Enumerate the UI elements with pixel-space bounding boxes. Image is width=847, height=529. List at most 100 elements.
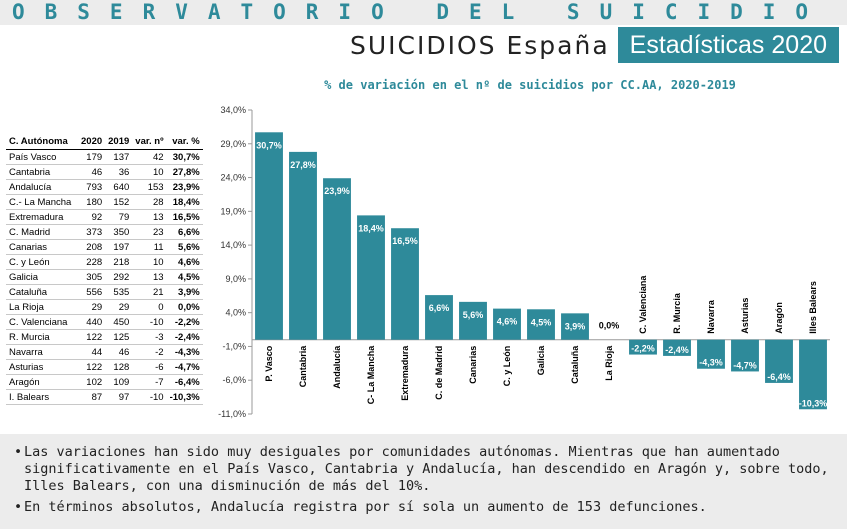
table-cell: -6 bbox=[132, 359, 167, 375]
table-cell: 0 bbox=[132, 299, 167, 315]
subtitle: SUICIDIOS España Estadísticas 2020 bbox=[350, 27, 839, 63]
table-row: Galicia 305 292 13 4,5% bbox=[6, 269, 203, 285]
table-cell: Canarias bbox=[6, 239, 78, 255]
table-cell: 21 bbox=[132, 284, 167, 300]
table-cell: 10 bbox=[132, 254, 167, 270]
table-cell: 122 bbox=[78, 329, 106, 345]
y-tick-label: 19,0% bbox=[220, 206, 246, 216]
table-cell: 46 bbox=[105, 344, 133, 360]
table-cell: 16,5% bbox=[166, 209, 203, 225]
x-tick-label: Andalucía bbox=[332, 345, 342, 389]
table-cell: Galicia bbox=[6, 269, 78, 285]
table-cell: 4,6% bbox=[166, 254, 203, 270]
table-header-cell: var. % bbox=[166, 134, 203, 150]
x-tick-label: Cantabria bbox=[298, 345, 308, 388]
table-cell: 92 bbox=[78, 209, 106, 225]
note-text: Las variaciones han sido muy desiguales … bbox=[24, 444, 829, 494]
table-row: Canarias 208 197 11 5,6% bbox=[6, 239, 203, 255]
table-cell: 23 bbox=[132, 224, 167, 240]
y-tick-label: 4,0% bbox=[225, 308, 246, 318]
table-cell: 5,6% bbox=[166, 239, 203, 255]
x-tick-label: Navarra bbox=[706, 299, 716, 334]
table-cell: 556 bbox=[78, 284, 106, 300]
bar bbox=[799, 339, 827, 410]
table-cell: Andalucía bbox=[6, 179, 78, 195]
subtitle-right-badge: Estadísticas 2020 bbox=[617, 27, 839, 63]
table-cell: -10,3% bbox=[166, 389, 203, 405]
bar bbox=[493, 308, 521, 340]
table-cell: 11 bbox=[132, 239, 167, 255]
table-header-cell: 2020 bbox=[78, 134, 106, 150]
note-item: • Las variaciones han sido muy desiguale… bbox=[14, 444, 837, 495]
bar bbox=[425, 295, 453, 340]
table-cell: 373 bbox=[78, 224, 106, 240]
table-cell: 208 bbox=[78, 239, 106, 255]
x-tick-label: Cataluña bbox=[570, 345, 580, 384]
y-tick-label: 14,0% bbox=[220, 240, 246, 250]
table-cell: 153 bbox=[132, 179, 167, 195]
x-tick-label: Extremadura bbox=[400, 345, 410, 401]
table-cell: 450 bbox=[105, 314, 133, 330]
table-cell: 197 bbox=[105, 239, 133, 255]
bar bbox=[527, 309, 555, 340]
table-cell: 3,9% bbox=[166, 284, 203, 300]
table-cell: Navarra bbox=[6, 344, 78, 360]
table-row: La Rioja 29 29 0 0,0% bbox=[6, 299, 203, 315]
table-header-cell: 2019 bbox=[105, 134, 133, 150]
observatory-banner: OBSERVATORIO DEL SUICIDIO bbox=[0, 0, 847, 25]
x-tick-label: C. de Madrid bbox=[434, 346, 444, 400]
x-tick-label: C- La Mancha bbox=[366, 345, 376, 405]
table-cell: -3 bbox=[132, 329, 167, 345]
table-cell: C. Madrid bbox=[6, 224, 78, 240]
bar-chart: 34,0% 29,0% 24,0% 19,0% 14,0% 9,0% 4,0% -1,0% -6… bbox=[218, 105, 830, 419]
note-item: • En términos absolutos, Andalucía regis… bbox=[14, 499, 837, 516]
table-cell: 180 bbox=[78, 194, 106, 210]
bar bbox=[731, 339, 759, 372]
table-row: C. Madrid 373 350 23 6,6% bbox=[6, 224, 203, 240]
y-tick-label: -6,0% bbox=[222, 375, 246, 385]
data-label: 30,7% bbox=[256, 140, 282, 150]
bullet-dot-icon: • bbox=[14, 444, 23, 460]
table-cell: -10 bbox=[132, 389, 167, 405]
table-cell: 27,8% bbox=[166, 164, 203, 180]
table-cell: 125 bbox=[105, 329, 133, 345]
table-cell: 128 bbox=[105, 359, 133, 375]
y-tick-label: 29,0% bbox=[220, 139, 246, 149]
table-cell: 97 bbox=[105, 389, 133, 405]
data-label: 4,6% bbox=[497, 317, 518, 327]
table-cell: 0,0% bbox=[166, 299, 203, 315]
x-tick-label: Asturias bbox=[740, 298, 750, 334]
notes-panel: • Las variaciones han sido muy desiguale… bbox=[0, 434, 847, 529]
bar bbox=[629, 339, 657, 355]
table-cell: 28 bbox=[132, 194, 167, 210]
data-label: 6,6% bbox=[429, 303, 450, 313]
data-label: -6,4% bbox=[767, 372, 791, 382]
bar bbox=[357, 215, 385, 340]
table-row: Cataluña 556 535 21 3,9% bbox=[6, 284, 203, 300]
table-cell: 793 bbox=[78, 179, 106, 195]
data-label: -2,2% bbox=[631, 344, 655, 354]
table-cell: 102 bbox=[78, 374, 106, 390]
data-label: 4,5% bbox=[531, 317, 552, 327]
table-cell: 44 bbox=[78, 344, 106, 360]
table-cell: C.- La Mancha bbox=[6, 194, 78, 210]
x-tick-label: Canarias bbox=[468, 346, 478, 384]
table-cell: 42 bbox=[132, 149, 167, 165]
bar bbox=[459, 301, 487, 340]
table-cell: La Rioja bbox=[6, 299, 78, 315]
bar bbox=[663, 339, 691, 356]
table-cell: -4,3% bbox=[166, 344, 203, 360]
table-row: Andalucía 793 640 153 23,9% bbox=[6, 179, 203, 195]
y-tick-label: 24,0% bbox=[220, 173, 246, 183]
bar bbox=[323, 178, 351, 340]
note-text: En términos absolutos, Andalucía registr… bbox=[24, 499, 707, 515]
table-cell: -6,4% bbox=[166, 374, 203, 390]
y-tick-label: -11,0% bbox=[218, 409, 246, 419]
x-tick-label: C. Valenciana bbox=[638, 275, 648, 334]
table-header-cell: C. Autónoma bbox=[6, 134, 78, 150]
data-label: -4,7% bbox=[733, 360, 757, 370]
data-table: C. Autónoma 2020 2019 var. nº var. % Paí… bbox=[6, 134, 203, 405]
table-cell: 13 bbox=[132, 209, 167, 225]
y-tick-label: 9,0% bbox=[225, 274, 246, 284]
table-row: C.- La Mancha 180 152 28 18,4% bbox=[6, 194, 203, 210]
